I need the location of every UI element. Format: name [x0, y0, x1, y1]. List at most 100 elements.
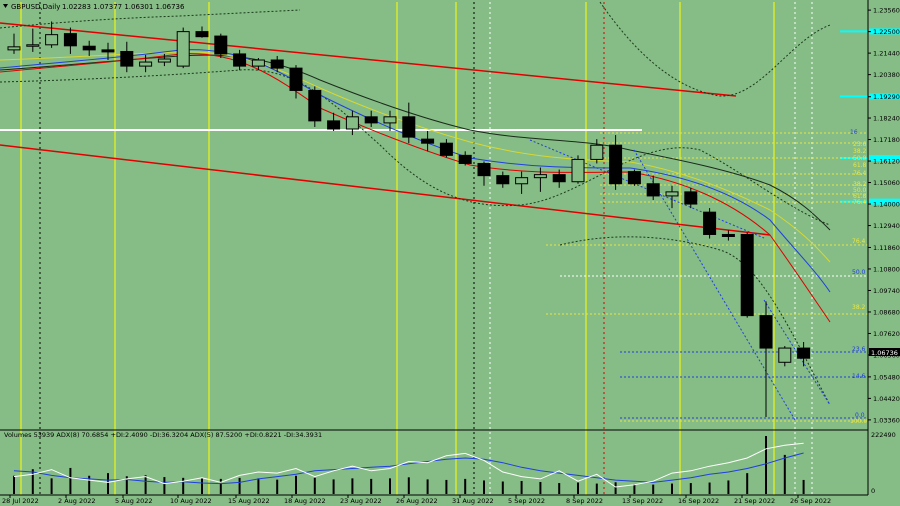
- fib-label: 76.4: [852, 238, 866, 245]
- bear-candle: [721, 233, 735, 238]
- bull-candle: [533, 174, 547, 179]
- bear-candle: [703, 211, 717, 235]
- bear-candle: [120, 50, 134, 67]
- candles: [7, 21, 811, 418]
- bear-candle: [101, 49, 115, 53]
- bull-candle: [778, 347, 792, 363]
- bull-candle: [251, 59, 265, 67]
- price-tick-label: 1.11860: [873, 244, 900, 252]
- bear-candle: [308, 89, 322, 122]
- price-tick-label: 1.23560: [873, 7, 900, 15]
- projection-lines: [529, 139, 831, 421]
- bull-candle: [345, 116, 359, 130]
- ohlc-values: 1.02283 1.07377 1.06301 1.06736: [62, 3, 185, 11]
- indicator-panel: Volumes 53939 ADX(8) 70.6854 +DI:2.4090 …: [4, 431, 805, 494]
- price-tick-label: 1.03360: [873, 416, 900, 424]
- bear-candle: [63, 33, 77, 47]
- fib-label: 76.4: [853, 170, 867, 177]
- fib-label: 76.4: [853, 199, 867, 206]
- bear-candle: [289, 67, 303, 91]
- volume-axis-zero: 0: [871, 487, 875, 495]
- bear-candle: [740, 233, 754, 317]
- bull-candle: [665, 191, 679, 197]
- bear-candle: [214, 35, 228, 55]
- bear-candle: [439, 142, 453, 156]
- price-tick-label: 1.09740: [873, 287, 900, 295]
- bear-candle: [684, 191, 698, 205]
- bear-candle: [609, 144, 623, 185]
- date-label: 5 Aug 2022: [115, 497, 153, 505]
- fib-label: 23.6: [853, 141, 867, 148]
- fib-label: 0.0: [855, 412, 865, 419]
- price-tick-label: 1.14000: [873, 201, 900, 209]
- date-label: 31 Aug 2022: [452, 497, 494, 505]
- fib-label: 38.2: [853, 148, 867, 155]
- fib-label: 100.0: [850, 418, 867, 425]
- fib-label-top: 16: [850, 129, 858, 136]
- price-tick-label: 1.08680: [873, 308, 900, 316]
- bear-candle: [402, 116, 416, 138]
- date-label: 26 Aug 2022: [396, 497, 438, 505]
- bull-candle: [515, 177, 529, 185]
- date-label: 18 Aug 2022: [284, 497, 326, 505]
- envelope-bands: [0, 1, 831, 406]
- bull-candle: [45, 34, 59, 46]
- price-tick-label: 1.07620: [873, 330, 900, 338]
- bear-candle: [627, 171, 641, 185]
- date-label: 15 Aug 2022: [228, 497, 270, 505]
- date-label: 10 Aug 2022: [170, 497, 212, 505]
- current-price-label: 1.06736: [871, 349, 898, 357]
- bear-candle: [364, 116, 378, 124]
- bear-candle: [477, 162, 491, 177]
- price-tick-label: 1.16120: [873, 158, 900, 166]
- date-label: 13 Sep 2022: [622, 497, 663, 505]
- fib-label: 14.6: [852, 373, 866, 380]
- current-price-badge: 1.06736: [869, 348, 900, 357]
- bull-candle: [571, 158, 585, 183]
- volume-axis-max: 222490: [871, 431, 896, 439]
- price-tick-label: 1.04420: [873, 395, 900, 403]
- date-label: 23 Aug 2022: [340, 497, 382, 505]
- highlight-level-badge: [869, 198, 900, 205]
- fib-label: 61.8: [853, 193, 867, 200]
- time-axis: 28 Jul 2022 2 Aug 2022 5 Aug 2022 10 Aug 20…: [2, 495, 831, 505]
- fib-label: 38.2: [852, 304, 866, 311]
- bull-candle: [383, 116, 397, 124]
- collapse-triangle-icon[interactable]: [3, 4, 8, 8]
- date-label: 21 Sep 2022: [734, 497, 775, 505]
- price-tick-label: 1.05480: [873, 373, 900, 381]
- bear-candle: [421, 138, 435, 144]
- bear-candle: [496, 175, 510, 185]
- indicator-header: Volumes 53939 ADX(8) 70.6854 +DI:2.4090 …: [4, 431, 322, 439]
- bull-candle: [26, 44, 40, 47]
- fib-label: 23.6: [852, 346, 866, 353]
- symbol-label: GBPUSD,Daily: [11, 3, 60, 11]
- fib-label: 50.0: [852, 269, 866, 276]
- fibonacci-levels: [546, 132, 868, 422]
- highlight-level-badge: [869, 93, 900, 100]
- adx-line-white: [13, 442, 804, 488]
- chart-header: GBPUSD,Daily 1.02283 1.07377 1.06301 1.0…: [3, 3, 185, 11]
- date-label: 28 Jul 2022: [2, 497, 39, 505]
- trend-channel: [0, 22, 771, 236]
- bear-candle: [233, 53, 247, 67]
- bear-candle: [458, 154, 472, 164]
- price-tick-label: 1.22500: [873, 28, 900, 36]
- bear-candle: [646, 183, 660, 197]
- fib-label: 38.2: [853, 181, 867, 188]
- date-label: 16 Sep 2022: [678, 497, 719, 505]
- bear-candle: [552, 174, 566, 183]
- bull-candle: [139, 61, 153, 67]
- price-tick-label: 1.17180: [873, 136, 900, 144]
- price-tick-label: 1.18240: [873, 115, 900, 123]
- price-tick-label: 1.12940: [873, 222, 900, 230]
- bull-candle: [7, 46, 21, 51]
- date-label: 26 Sep 2022: [790, 497, 831, 505]
- date-label: 8 Sep 2022: [566, 497, 603, 505]
- bear-candle: [82, 45, 96, 51]
- fib-label: 50.0: [853, 187, 867, 194]
- fib-label: 61.8: [853, 162, 867, 169]
- fib-label: 50.0: [853, 155, 867, 162]
- bear-candle: [270, 59, 284, 69]
